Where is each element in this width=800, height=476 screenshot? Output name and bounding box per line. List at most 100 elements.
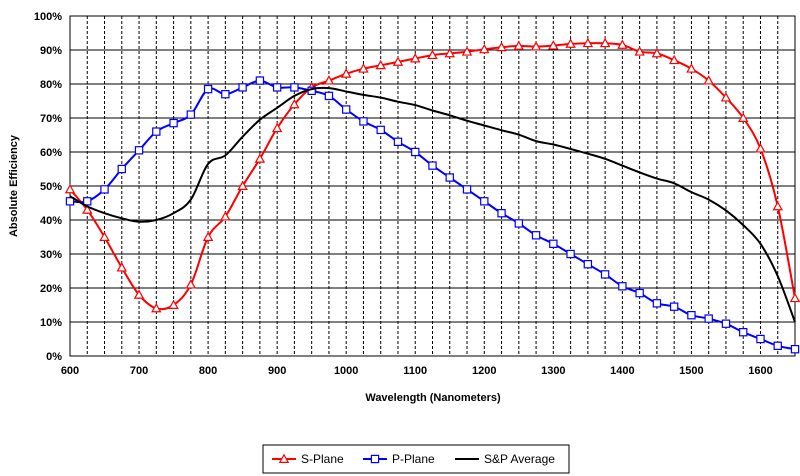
data-point-p-plane: [411, 147, 420, 157]
data-point-p-plane: [65, 197, 75, 206]
data-point-p-plane: [359, 117, 368, 126]
data-point-s-plane: [513, 40, 525, 50]
data-point-p-plane: [376, 125, 385, 135]
series-s-p-average: [69, 86, 796, 323]
y-tick-label: 100%: [34, 11, 62, 23]
data-point-p-plane: [169, 118, 178, 128]
x-tick-label: 900: [268, 365, 286, 377]
data-point-s-plane: [651, 47, 663, 58]
data-point-s-plane: [289, 98, 300, 109]
data-point-s-plane: [703, 75, 714, 85]
data-point-p-plane: [134, 146, 144, 155]
data-point-p-plane: [186, 110, 196, 119]
x-axis-ticks: 600 700 800 900 1000 1100 1200 1300 1400 1500 1600: [61, 365, 773, 377]
series-p-plane: [65, 76, 800, 354]
data-point-p-plane: [566, 249, 575, 259]
data-point-p-plane: [635, 288, 644, 298]
data-point-s-plane: [789, 292, 800, 303]
series-line-s-p-average: [69, 86, 796, 323]
legend-marker: [278, 453, 290, 463]
data-point-p-plane: [462, 185, 472, 194]
x-tick-label: 1000: [334, 365, 358, 377]
x-tick-label: 1100: [403, 365, 427, 377]
data-point-p-plane: [583, 260, 593, 269]
y-tick-label: 50%: [40, 181, 62, 193]
x-tick-label: 600: [61, 365, 79, 377]
y-axis-ticks: 0% 10% 20% 30% 40% 50% 60% 70% 80% 90% 100%: [34, 11, 62, 363]
data-point-s-plane: [599, 37, 611, 48]
data-point-p-plane: [618, 282, 627, 291]
data-point-s-plane: [133, 289, 145, 299]
data-point-p-plane: [739, 328, 748, 337]
data-point-s-plane: [392, 56, 404, 66]
data-point-p-plane: [480, 197, 489, 206]
legend-item-s-plane: S-Plane: [272, 452, 344, 466]
data-point-s-plane: [548, 40, 559, 50]
data-point-p-plane: [290, 83, 299, 92]
data-point-s-plane: [634, 46, 645, 56]
data-point-p-plane: [393, 137, 403, 146]
data-point-p-plane: [238, 83, 247, 92]
data-point-s-plane: [582, 37, 594, 48]
y-tick-label: 10%: [40, 317, 62, 329]
data-point-p-plane: [324, 91, 334, 101]
legend: S-Plane P-Plane S&P Average: [262, 444, 570, 474]
data-point-s-plane: [444, 47, 455, 58]
data-point-p-plane: [83, 197, 92, 206]
data-point-s-plane: [410, 53, 421, 63]
series-s-plane: [64, 37, 800, 313]
data-point-s-plane: [82, 204, 93, 214]
x-tick-label: 1500: [679, 365, 703, 377]
data-point-p-plane: [790, 345, 800, 354]
data-point-s-plane: [617, 39, 628, 49]
data-point-p-plane: [704, 314, 713, 323]
data-point-p-plane: [600, 270, 610, 279]
data-point-p-plane: [428, 161, 437, 170]
data-point-p-plane: [100, 185, 109, 194]
series-layer: [64, 37, 800, 354]
data-point-p-plane: [203, 84, 213, 94]
data-point-s-plane: [254, 153, 266, 163]
data-point-s-plane: [737, 112, 749, 122]
y-tick-label: 0%: [46, 351, 62, 363]
data-point-s-plane: [772, 200, 783, 211]
y-tick-label: 60%: [40, 147, 62, 159]
data-point-s-plane: [185, 279, 197, 289]
y-tick-label: 20%: [40, 283, 62, 295]
data-point-s-plane: [668, 54, 680, 65]
data-point-s-plane: [358, 63, 369, 73]
data-point-s-plane: [427, 49, 438, 60]
data-point-s-plane: [479, 43, 490, 54]
y-tick-label: 40%: [40, 215, 62, 227]
legend-label: P-Plane: [392, 452, 435, 466]
y-axis-title: Absolute Efficiency: [8, 134, 20, 237]
x-axis-title: Wavelength (Nanometers): [365, 392, 501, 404]
legend-box: [262, 444, 570, 474]
data-point-p-plane: [652, 299, 662, 308]
data-point-p-plane: [152, 127, 161, 136]
data-point-s-plane: [496, 41, 507, 52]
x-tick-label: 800: [199, 365, 217, 377]
data-point-p-plane: [497, 209, 506, 218]
data-point-s-plane: [530, 41, 542, 51]
data-point-p-plane: [341, 105, 351, 114]
data-point-p-plane: [773, 341, 782, 351]
data-point-s-plane: [271, 122, 283, 133]
data-point-s-plane: [64, 183, 76, 194]
data-point-s-plane: [461, 46, 473, 56]
data-point-s-plane: [323, 75, 335, 85]
legend-label: S&P Average: [484, 452, 555, 466]
data-point-s-plane: [340, 68, 352, 78]
data-point-s-plane: [151, 302, 162, 313]
legend-item-s-p-average: S&P Average: [455, 452, 555, 466]
data-point-p-plane: [117, 164, 126, 174]
data-point-s-plane: [565, 38, 576, 48]
data-point-p-plane: [531, 231, 541, 240]
data-point-p-plane: [255, 76, 265, 85]
data-point-s-plane: [116, 262, 128, 272]
x-tick-label: 1300: [541, 365, 565, 377]
y-tick-label: 70%: [40, 113, 62, 125]
x-tick-label: 1400: [610, 365, 634, 377]
data-point-s-plane: [202, 231, 214, 241]
